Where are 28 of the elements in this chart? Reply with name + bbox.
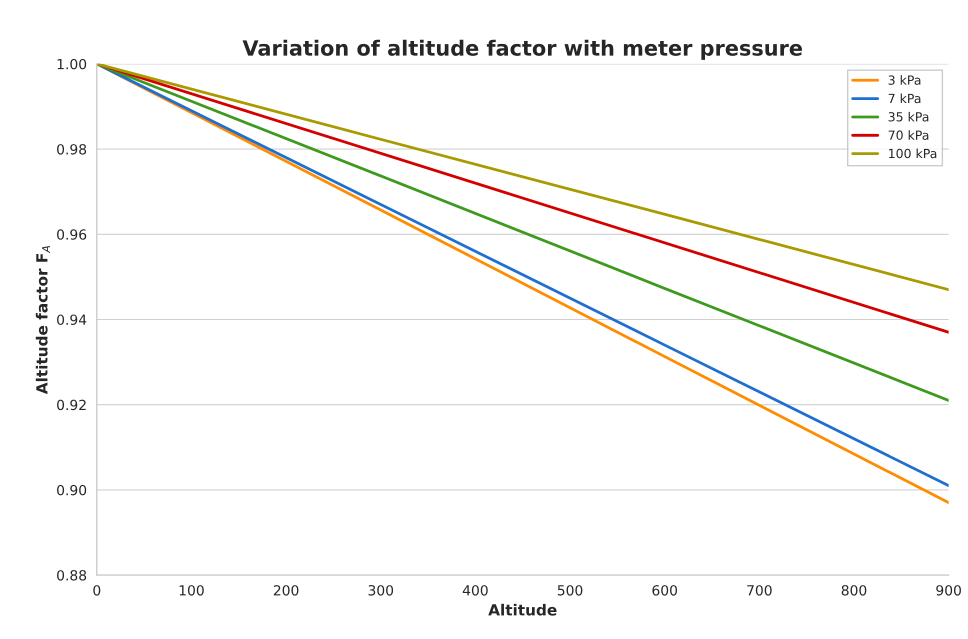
x-tick-label: 0 [93,585,100,596]
x-tick-label: 500 [558,585,582,596]
x-tick-label: 600 [652,585,678,596]
y-tick-label: 0.98 [57,144,86,155]
x-tick-label: 100 [180,585,204,596]
line-series [96,64,949,402]
x-tick-label: 200 [274,585,298,596]
x-tick-label: 300 [368,585,394,596]
line-series [96,64,949,334]
legend-label: 70 kPa [888,130,928,140]
legend-label: 3 kPa [888,75,920,85]
x-tick-label: 400 [462,585,488,596]
legend-label: 35 kPa [888,112,928,122]
y-tick-label: 1.00 [58,58,86,70]
y-axis-title: Altitude factor F$_{A}$ [36,246,50,394]
legend-label: 100 kPa [889,148,936,158]
y-tick-label: 0.96 [57,229,86,240]
x-tick-label: 900 [936,585,961,596]
line-series [96,64,949,292]
x-tick-label: 700 [747,585,772,596]
chart-title: Variation of altitude factor with meter pressure [242,40,802,60]
x-tick-label: 800 [842,585,866,596]
x-axis-title: Altitude [488,604,557,616]
y-tick-label: 0.92 [57,400,86,410]
y-tick-label: 0.94 [57,314,86,325]
legend-label: 7 kPa [888,94,920,104]
y-tick-label: 0.90 [57,484,86,496]
y-tick-label: 0.88 [57,570,86,581]
